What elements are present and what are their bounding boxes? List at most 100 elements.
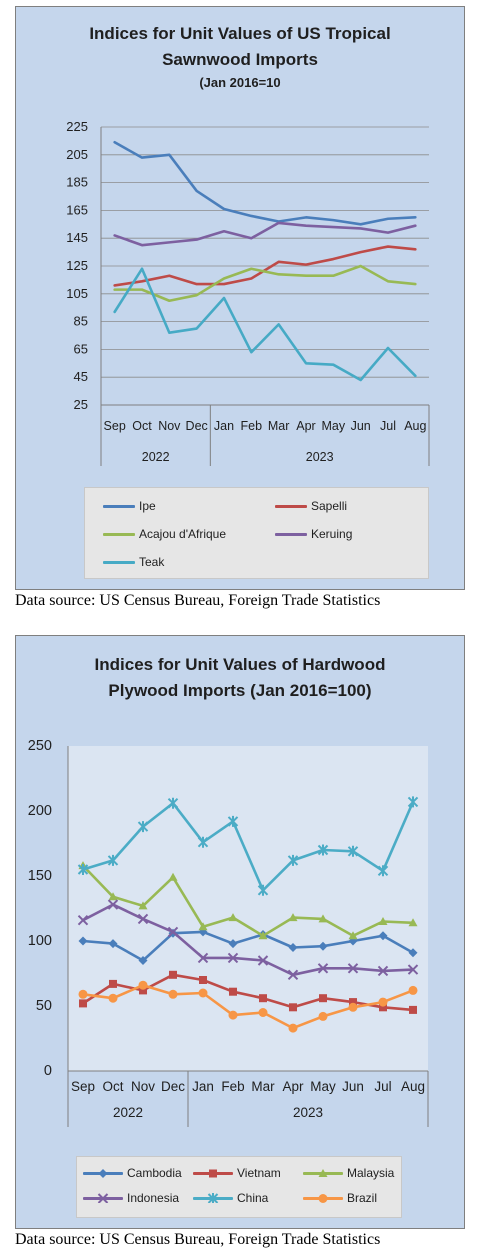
plywood-legend-item-brazil: Brazil <box>303 1191 377 1205</box>
sawnwood-legend-item-ipe: Ipe <box>103 499 156 513</box>
sawnwood-y-tick-label: 65 <box>74 341 88 356</box>
sawnwood-title-line2: Sawnwood Imports <box>162 50 318 69</box>
plywood-point-brazil <box>138 980 148 990</box>
plywood-point-vietnam <box>229 987 237 996</box>
sawnwood-chart-title: Indices for Unit Values of US Tropical S… <box>16 21 464 93</box>
sawnwood-y-tick-label: 125 <box>66 258 88 273</box>
plywood-legend-marker-shape <box>318 1169 328 1177</box>
plywood-point-malaysia <box>378 917 388 925</box>
plywood-point-cambodia <box>318 941 328 951</box>
plywood-point-indonesia <box>227 952 239 964</box>
plywood-point-vietnam <box>379 1003 387 1012</box>
plywood-point-malaysia <box>288 913 298 922</box>
sawnwood-x-tick-label: Feb <box>241 419 263 433</box>
plywood-point-malaysia <box>348 931 358 940</box>
sawnwood-y-tick-label: 45 <box>74 369 88 384</box>
plywood-legend-marker <box>209 1169 217 1178</box>
plywood-point-indonesia <box>347 963 359 974</box>
plywood-point-malaysia <box>198 922 208 931</box>
plywood-point-china <box>317 844 329 856</box>
plywood-point-china <box>167 797 179 809</box>
plywood-y-tick-label: 0 <box>44 1063 52 1079</box>
plywood-point-china <box>197 836 209 848</box>
plywood-series-line-indonesia <box>81 903 415 977</box>
sawnwood-legend-label: Teak <box>139 555 165 569</box>
plywood-point-china <box>107 854 119 866</box>
plywood-point-indonesia <box>257 955 269 966</box>
plywood-series-line-china <box>81 800 415 892</box>
plywood-point-vietnam <box>349 998 357 1007</box>
plywood-point-vietnam <box>169 970 177 979</box>
plywood-point-indonesia <box>77 914 89 926</box>
sawnwood-y-tick-label: 225 <box>66 119 88 134</box>
plywood-legend-swatch <box>193 1168 233 1178</box>
plywood-point-brazil <box>198 988 208 998</box>
plywood-legend-label: China <box>237 1191 269 1205</box>
plywood-series-line-vietnam <box>81 973 415 1012</box>
plywood-year-label: 2022 <box>113 1105 143 1120</box>
sawnwood-series-line-ipe <box>113 140 417 226</box>
sawnwood-chart-plot: 25 45 65 85 105 125 145 165 185 205 225 Sep Oct Nov De… <box>66 119 430 466</box>
sawnwood-series-line-acajou-d-afrique <box>113 264 417 303</box>
plywood-point-cambodia <box>408 948 418 958</box>
plywood-point-cambodia <box>288 943 298 952</box>
sawnwood-legend-label: Acajou d'Afrique <box>139 527 227 541</box>
plywood-year-label: 2023 <box>293 1105 323 1120</box>
sawnwood-y-tick-label: 205 <box>66 147 88 162</box>
sawnwood-x-tick-label: Sep <box>104 419 126 433</box>
plywood-legend-marker-shape <box>207 1193 219 1203</box>
plywood-point-vietnam <box>199 976 207 984</box>
plywood-legend-marker <box>98 1169 108 1178</box>
plywood-y-tick-label: 150 <box>28 868 52 884</box>
sawnwood-legend-swatch <box>103 557 135 567</box>
plywood-point-malaysia <box>318 914 328 923</box>
plywood-legend-marker-shape <box>209 1169 217 1178</box>
plywood-point-malaysia <box>228 913 238 922</box>
plywood-point-indonesia <box>287 969 299 981</box>
plywood-point-china <box>257 884 269 896</box>
plywood-point-brazil <box>288 1023 298 1033</box>
plywood-point-indonesia <box>107 899 119 910</box>
plywood-data-source: Data source: US Census Bureau, Foreign T… <box>15 1231 381 1248</box>
plywood-legend-marker-shape <box>318 1194 328 1203</box>
plywood-x-tick-label: Nov <box>131 1079 155 1094</box>
sawnwood-legend: Ipe Sapelli Acajou d'Afrique Keruing Teak <box>84 487 429 579</box>
plywood-legend-item-indonesia: Indonesia <box>83 1191 179 1205</box>
plywood-point-brazil <box>378 997 388 1007</box>
sawnwood-chart-panel: Indices for Unit Values of US Tropical S… <box>15 6 465 590</box>
plywood-point-cambodia <box>108 939 118 949</box>
plywood-title-line2: Plywood Imports (Jan 2016=100) <box>108 681 372 700</box>
plywood-point-brazil <box>258 1008 268 1017</box>
plywood-point-vietnam <box>139 986 147 995</box>
plywood-legend-label: Cambodia <box>127 1166 182 1180</box>
plywood-point-vietnam <box>409 1005 417 1014</box>
plywood-x-tick-label: Apr <box>282 1079 304 1094</box>
plywood-point-brazil <box>108 993 118 1003</box>
sawnwood-y-tick-label: 105 <box>66 286 88 301</box>
sawnwood-legend-item-sapelli: Sapelli <box>275 499 347 513</box>
plywood-point-brazil <box>348 1002 358 1012</box>
plywood-point-brazil <box>78 989 88 999</box>
sawnwood-legend-label: Keruing <box>311 527 353 541</box>
sawnwood-y-tick-label: 185 <box>66 175 88 190</box>
sawnwood-legend-label: Sapelli <box>311 499 348 513</box>
plywood-point-brazil <box>168 989 178 999</box>
plywood-point-china <box>77 864 89 875</box>
plywood-point-china <box>137 821 149 833</box>
plywood-legend-label: Malaysia <box>347 1166 395 1180</box>
sawnwood-x-tick-label: Oct <box>132 419 152 433</box>
plywood-legend-item-china: China <box>193 1191 268 1205</box>
plywood-legend-marker <box>97 1193 109 1203</box>
plywood-point-china <box>227 815 239 827</box>
plywood-point-brazil <box>318 1011 328 1021</box>
plywood-legend-label: Indonesia <box>127 1191 180 1205</box>
plywood-x-tick-label: Jul <box>374 1079 391 1094</box>
plywood-point-indonesia <box>167 926 179 938</box>
plywood-point-cambodia <box>78 936 88 946</box>
plywood-x-tick-label: Oct <box>102 1079 123 1094</box>
sawnwood-legend-item-teak: Teak <box>103 555 164 569</box>
sawnwood-series-line-keruing <box>113 221 417 247</box>
plywood-point-brazil <box>228 1010 238 1020</box>
sawnwood-x-tick-label: Jun <box>351 419 371 433</box>
sawnwood-legend-swatch <box>103 501 135 511</box>
